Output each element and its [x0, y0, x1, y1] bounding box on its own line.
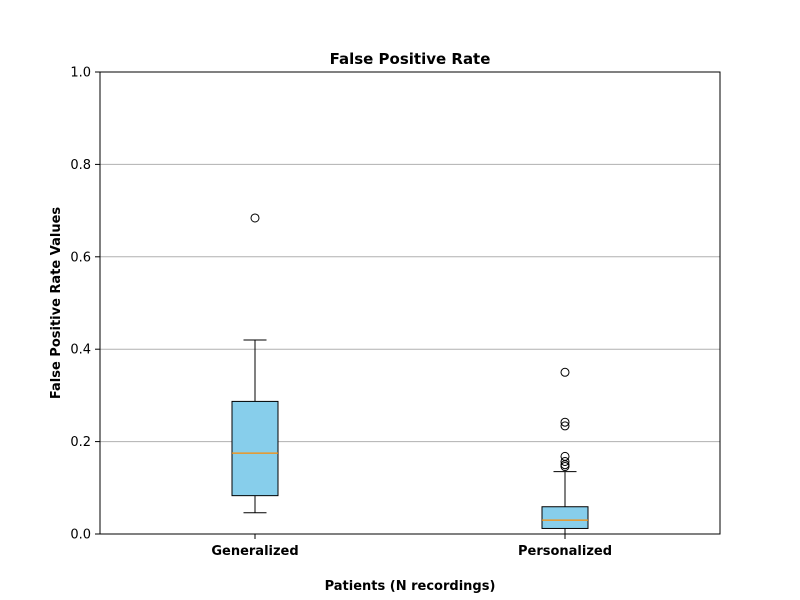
boxes [231, 213, 589, 535]
box-generalized [231, 213, 279, 514]
chart-title: False Positive Rate [330, 50, 491, 68]
outlier-point [560, 367, 570, 377]
x-tick-label: Generalized [211, 544, 298, 559]
box-iqr [541, 506, 589, 529]
y-axis-ticks: 0.0 0.2 0.4 0.6 0.8 1.0 [70, 66, 100, 543]
y-tick-label: 1.0 [70, 66, 91, 81]
y-tick-label: 0.8 [70, 158, 91, 173]
y-tick-label: 0.4 [70, 343, 91, 358]
outlier-point [560, 462, 570, 472]
grid-lines [100, 163, 720, 443]
x-tick-label: Personalized [518, 544, 612, 559]
x-axis-label: Patients (N recordings) [325, 579, 496, 594]
y-tick-label: 0.2 [70, 435, 91, 450]
y-axis-label: False Positive Rate Values [49, 207, 64, 400]
outlier-point [560, 421, 570, 431]
outlier-point [250, 213, 260, 223]
box-personalized [541, 367, 589, 535]
x-axis-ticks: Generalized Personalized [211, 534, 612, 559]
y-tick-label: 0.0 [70, 528, 91, 543]
box-iqr [231, 400, 279, 497]
outlier-point [560, 456, 570, 466]
outlier-point [560, 417, 570, 427]
y-tick-label: 0.6 [70, 250, 91, 265]
plot-frame [99, 71, 721, 535]
